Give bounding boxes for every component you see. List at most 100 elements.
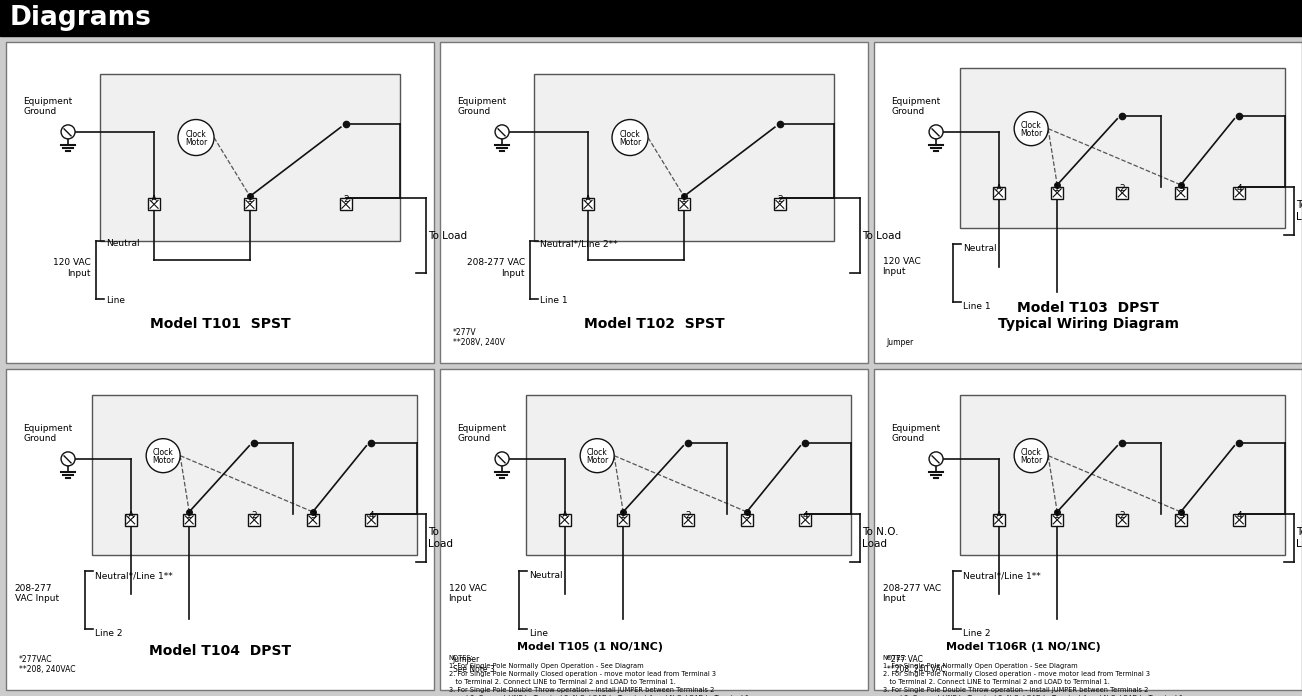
Circle shape (930, 452, 943, 466)
Text: Model T103  DPST
Typical Wiring Diagram: Model T103 DPST Typical Wiring Diagram (997, 301, 1178, 331)
Text: To
Loads: To Loads (1295, 200, 1302, 221)
Text: Neutral: Neutral (105, 239, 139, 248)
Text: *277 VAC
**208, 240 VAC: *277 VAC **208, 240 VAC (887, 654, 945, 674)
Bar (526, 395, 852, 555)
Text: 1: 1 (1055, 511, 1060, 520)
Text: A: A (996, 511, 1001, 520)
Text: Clock: Clock (620, 130, 641, 139)
Text: 1: 1 (620, 511, 626, 520)
Text: A: A (996, 184, 1001, 193)
Text: Model T102  SPST: Model T102 SPST (583, 317, 724, 331)
Bar (243, 198, 256, 210)
Bar (1174, 187, 1187, 199)
Bar (678, 198, 690, 210)
Text: Jumper
See Note 3: Jumper See Note 3 (453, 654, 495, 674)
Text: 2: 2 (342, 196, 349, 205)
Text: A: A (151, 196, 158, 205)
Bar (440, 42, 868, 363)
Text: 120 VAC
Input: 120 VAC Input (449, 584, 487, 603)
Circle shape (61, 125, 76, 139)
Text: Motor: Motor (1019, 456, 1043, 465)
Bar (1116, 514, 1129, 526)
Text: Model T105 (1 NO/1NC): Model T105 (1 NO/1NC) (517, 642, 663, 652)
Bar (125, 514, 137, 526)
Bar (340, 198, 352, 210)
Bar (1233, 514, 1245, 526)
Bar (148, 198, 160, 210)
Bar (682, 514, 694, 526)
Text: Line: Line (105, 296, 125, 305)
Text: Neutral*/Line 1**: Neutral*/Line 1** (963, 571, 1040, 580)
Text: Clock: Clock (186, 130, 207, 139)
Text: Line 2: Line 2 (963, 629, 991, 638)
Text: NOTES:
1. For Single Pole Normally Open Operation - See Diagram
2. For Single Po: NOTES: 1. For Single Pole Normally Open … (883, 655, 1185, 696)
Bar (1051, 514, 1064, 526)
Bar (7, 42, 434, 363)
Text: 3: 3 (310, 511, 315, 520)
Circle shape (581, 438, 615, 473)
Text: To Load: To Load (428, 230, 467, 241)
Circle shape (146, 438, 180, 473)
Circle shape (612, 120, 648, 155)
Circle shape (495, 452, 509, 466)
Text: Model T101  SPST: Model T101 SPST (150, 317, 290, 331)
Text: 1: 1 (1055, 184, 1060, 193)
Text: Clock: Clock (152, 448, 173, 457)
Bar (874, 42, 1302, 363)
Text: A: A (561, 511, 568, 520)
Bar (617, 514, 629, 526)
Text: Equipment
Ground: Equipment Ground (891, 424, 940, 443)
Text: To
Load: To Load (428, 527, 453, 548)
Text: *277V
**208V, 240V: *277V **208V, 240V (453, 328, 505, 347)
Text: 2: 2 (777, 196, 783, 205)
Circle shape (61, 452, 76, 466)
Text: *277VAC
**208, 240VAC: *277VAC **208, 240VAC (18, 654, 76, 674)
Text: Line 1: Line 1 (540, 296, 568, 305)
Text: 2: 2 (685, 511, 691, 520)
Text: Equipment
Ground: Equipment Ground (457, 97, 506, 116)
Bar (366, 514, 378, 526)
Bar (534, 74, 833, 241)
Text: 120 VAC
Input: 120 VAC Input (883, 257, 921, 276)
Text: Clock: Clock (587, 448, 608, 457)
Bar (100, 74, 400, 241)
Text: Motor: Motor (185, 138, 207, 147)
Circle shape (1014, 438, 1048, 473)
Text: 2: 2 (1120, 184, 1125, 193)
Bar (7, 369, 434, 690)
Bar (307, 514, 319, 526)
Text: Line 1: Line 1 (963, 302, 991, 311)
Text: NOTES:
1. For Single Pole Normally Open Operation - See Diagram
2. For Single Po: NOTES: 1. For Single Pole Normally Open … (449, 655, 751, 696)
Circle shape (495, 125, 509, 139)
Text: Line 2: Line 2 (95, 629, 122, 638)
Text: A: A (585, 196, 591, 205)
Bar (249, 514, 260, 526)
Text: To N.O.
Load: To N.O. Load (1295, 527, 1302, 548)
Text: 208-277 VAC
Input: 208-277 VAC Input (883, 584, 940, 603)
Bar (184, 514, 195, 526)
Text: Model T106R (1 NO/1NC): Model T106R (1 NO/1NC) (947, 642, 1101, 652)
Text: Neutral*/Line 1**: Neutral*/Line 1** (95, 571, 173, 580)
Bar (559, 514, 570, 526)
Text: Equipment
Ground: Equipment Ground (891, 97, 940, 116)
Text: Neutral: Neutral (529, 571, 562, 580)
Bar (992, 514, 1005, 526)
Bar (1051, 187, 1064, 199)
Circle shape (178, 120, 214, 155)
Text: 3: 3 (1178, 511, 1184, 520)
Text: 4: 4 (368, 511, 374, 520)
Text: Motor: Motor (152, 456, 174, 465)
Text: 3: 3 (1178, 184, 1184, 193)
Text: Line: Line (529, 629, 548, 638)
Bar (874, 369, 1302, 690)
Text: Equipment
Ground: Equipment Ground (23, 424, 73, 443)
Bar (741, 514, 753, 526)
Text: 208-277 VAC
Input: 208-277 VAC Input (466, 258, 525, 278)
Text: Jumper: Jumper (887, 338, 914, 347)
Text: To Load: To Load (862, 230, 901, 241)
Text: Neutral*/Line 2**: Neutral*/Line 2** (540, 239, 617, 248)
Circle shape (930, 125, 943, 139)
Bar (1174, 514, 1187, 526)
Text: To N.O.
Load: To N.O. Load (862, 527, 898, 548)
Bar (1116, 187, 1129, 199)
